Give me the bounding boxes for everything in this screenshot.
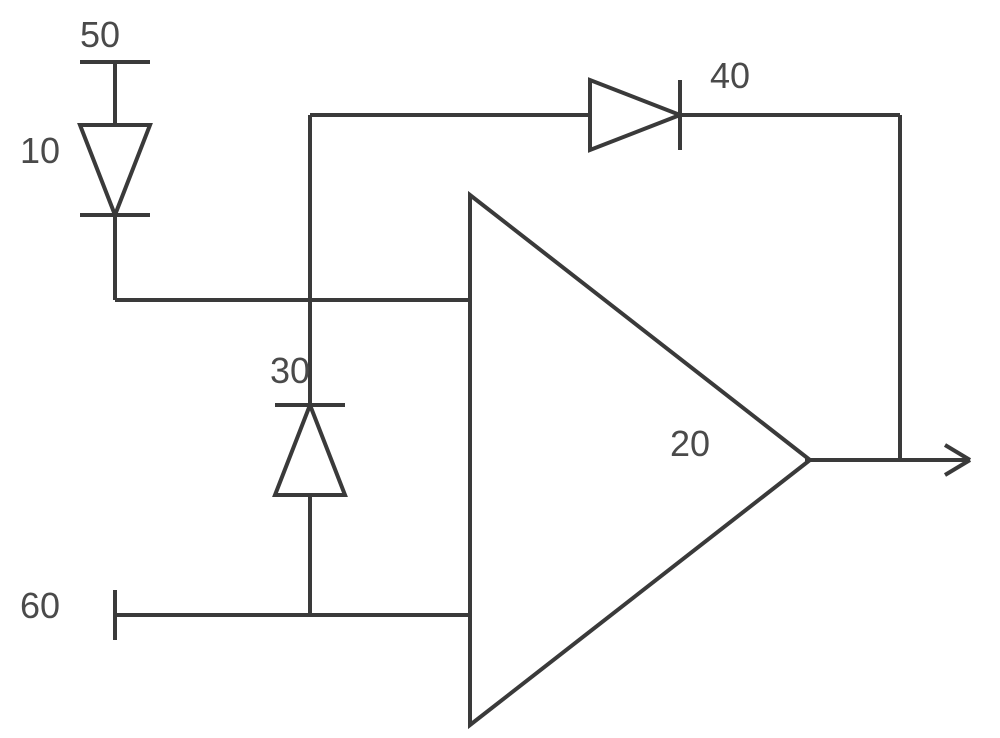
amplifier-20	[470, 195, 810, 725]
label-40: 40	[710, 55, 750, 97]
diode-30	[275, 405, 345, 495]
label-10: 10	[20, 130, 60, 172]
diagram-container: 50 10 40 30 20 60	[0, 0, 1000, 738]
label-60: 60	[20, 585, 60, 627]
label-50: 50	[80, 14, 120, 56]
label-30: 30	[270, 350, 310, 392]
diode-40	[590, 80, 680, 150]
label-20: 20	[670, 423, 710, 465]
diode-10	[80, 125, 150, 215]
circuit-svg	[0, 0, 1000, 738]
